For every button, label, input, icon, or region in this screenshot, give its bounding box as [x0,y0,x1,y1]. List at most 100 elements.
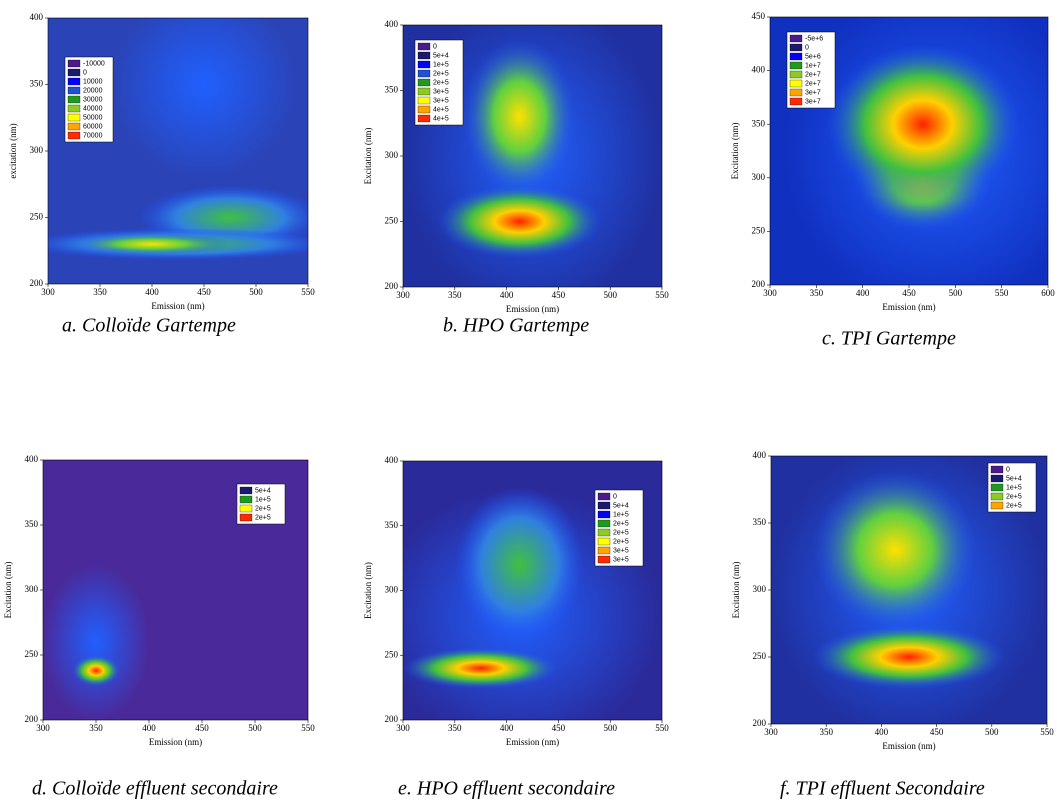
x-tick-label: 300 [396,723,410,733]
legend-label: 0 [613,493,617,500]
legend-swatch [417,78,431,87]
y-tick-label: 300 [753,584,767,594]
legend-swatch [990,483,1004,492]
y-axis-label: Excitation (nm) [3,562,13,619]
x-tick-label: 400 [500,723,514,733]
legend-label: -10000 [83,60,105,67]
legend-swatch [597,528,611,537]
legend-label: 1e+7 [805,62,821,69]
caption: c. TPI Gartempe [822,328,956,350]
contour-region [812,469,978,631]
legend-label: 1e+5 [255,496,271,503]
y-tick-label: 200 [385,714,399,724]
y-tick-label: 450 [752,11,766,21]
legend-swatch [239,495,253,504]
y-tick-label: 300 [385,150,399,160]
legend-swatch [417,105,431,114]
legend-label: 3e+5 [433,97,449,104]
x-tick-label: 350 [810,288,824,298]
x-axis-label: Emission (nm) [882,302,935,312]
panel: 300 350 400 450 500 550 200 250 300 350 400 Emissio… [363,19,669,337]
x-tick-label: 300 [763,288,777,298]
legend-label: 5e+6 [805,53,821,60]
y-tick-label: 400 [753,450,767,460]
y-tick-label: 300 [30,145,44,155]
legend-swatch [67,131,81,140]
legend-swatch [990,474,1004,483]
x-tick-label: 300 [396,290,410,300]
legend-label: 2e+5 [255,505,271,512]
y-tick-label: 250 [752,225,766,235]
x-tick-label: 300 [36,723,50,733]
legend-label: 2e+5 [433,70,449,77]
legend-swatch [67,68,81,77]
x-axis-label: Emission (nm) [506,737,559,747]
legend-swatch [789,43,803,52]
legend-label: 3e+7 [805,98,821,105]
legend-swatch [417,96,431,105]
x-tick-label: 550 [1040,727,1054,737]
y-tick-label: 300 [752,172,766,182]
y-tick-label: 200 [25,714,39,724]
x-tick-label: 400 [875,727,889,737]
legend: 0 5e+4 1e+5 2e+5 2e+5 2e+5 3e+5 3e+5 [594,489,644,567]
legend-label: 0 [433,43,437,50]
legend-swatch [990,501,1004,510]
legend-label: 1e+5 [433,61,449,68]
x-tick-label: 500 [603,290,617,300]
y-tick-label: 400 [385,19,399,29]
y-tick-label: 250 [385,649,399,659]
x-tick-label: 500 [603,723,617,733]
legend-swatch [417,42,431,51]
legend-label: 0 [1006,466,1010,473]
panel: 300 350 400 450 500 550 600 200 250 300 350 400 450 E… [730,11,1055,350]
panel: 300 350 400 450 500 550 200 250 300 350 400 Emissio… [731,450,1054,800]
y-tick-label: 400 [385,455,399,465]
legend-label: 30000 [83,96,103,103]
x-tick-label: 600 [1041,288,1055,298]
x-tick-label: 450 [930,727,944,737]
legend-swatch [417,69,431,78]
x-tick-label: 550 [655,290,669,300]
legend: 0 5e+4 1e+5 2e+5 2e+5 3e+5 3e+5 4e+5 4e+5 [414,39,464,126]
x-tick-label: 400 [500,290,514,300]
legend-label: 2e+5 [613,529,629,536]
legend-swatch [789,97,803,106]
legend-swatch [597,492,611,501]
caption: d. Colloïde effluent secondaire [32,778,278,800]
legend: -10000 0 10000 20000 30000 40000 50000 60000 700… [64,56,114,143]
panel: 300 350 400 450 500 550 200 250 300 350 400 Emissio… [8,12,315,337]
x-tick-label: 400 [142,723,156,733]
x-tick-label: 350 [448,290,462,300]
legend-swatch [789,79,803,88]
legend-label: 20000 [83,87,103,94]
y-tick-label: 250 [25,649,39,659]
legend-label: 60000 [83,123,103,130]
caption: a. Colloïde Gartempe [62,315,236,337]
x-tick-label: 550 [301,723,315,733]
legend-label: 70000 [83,132,103,139]
y-tick-label: 300 [385,585,399,595]
legend-label: 5e+4 [255,487,271,494]
legend-label: 2e+7 [805,80,821,87]
panel: 300 350 400 450 500 550 200 250 300 350 400 Emissio… [3,454,315,800]
y-tick-label: 350 [30,79,44,89]
x-axis-label: Emission (nm) [506,304,559,314]
legend-swatch [597,510,611,519]
legend-label: 4e+5 [433,106,449,113]
legend-label: 2e+5 [255,514,271,521]
plot-area [48,18,308,284]
y-tick-label: 400 [25,454,39,464]
legend-label: 3e+7 [805,89,821,96]
legend-label: 1e+5 [1006,484,1022,491]
legend-label: 50000 [83,114,103,121]
x-tick-label: 300 [764,727,778,737]
x-tick-label: 450 [195,723,209,733]
legend-label: 0 [83,69,87,76]
y-tick-label: 350 [753,517,767,527]
contour-region [825,43,1021,205]
legend-swatch [67,59,81,68]
x-tick-label: 450 [552,290,566,300]
x-tick-label: 400 [856,288,870,298]
